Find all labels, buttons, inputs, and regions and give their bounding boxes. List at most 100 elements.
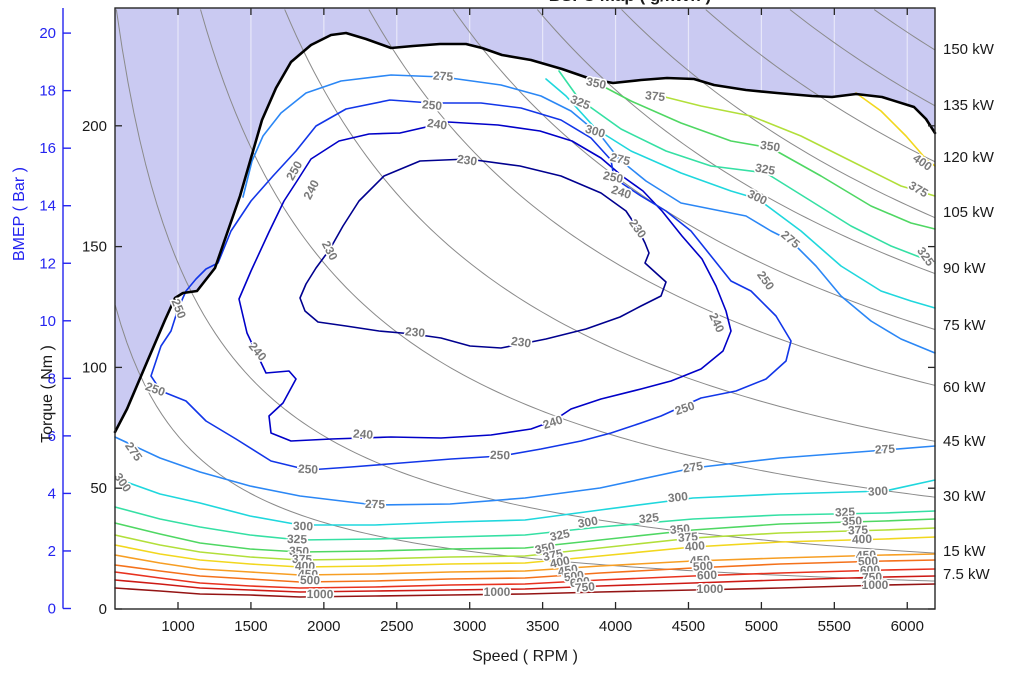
x-tick-label: 2500 — [380, 618, 413, 635]
power-line-60kw — [368, 9, 936, 386]
power-label-7.5kw: 7.5 kW — [943, 566, 991, 583]
contour-label-600: 600 — [860, 563, 881, 578]
contour-label-375: 375 — [292, 552, 313, 567]
power-line-135kw — [789, 9, 936, 107]
max-torque-envelope — [113, 31, 937, 434]
plot-border — [114, 7, 936, 610]
power-line-105kw — [621, 9, 936, 219]
contour-label-275: 275 — [122, 439, 145, 464]
contour-line-240 — [238, 121, 732, 442]
contour-line-375 — [114, 527, 936, 561]
contour-label-500: 500 — [858, 554, 879, 569]
contour-label-350: 350 — [289, 544, 310, 559]
contour-label-300: 300 — [584, 122, 607, 141]
contour-label-275: 275 — [365, 497, 386, 512]
power-line-75kw — [452, 9, 936, 330]
contour-label-240: 240 — [706, 311, 727, 335]
contour-line-600 — [114, 568, 936, 589]
contour-label-250: 250 — [602, 168, 625, 186]
contour-label-750: 750 — [862, 570, 883, 585]
contour-label-500: 500 — [300, 573, 321, 588]
contour-label-250: 250 — [143, 379, 167, 399]
power-label-60kw: 60 kW — [943, 379, 986, 396]
contour-line-300 — [114, 477, 936, 526]
contour-label-325: 325 — [287, 532, 308, 547]
power-line-45kw — [284, 9, 936, 442]
power-label-45kw: 45 kW — [943, 433, 986, 450]
contour-label-325: 325 — [835, 505, 856, 520]
contour-line-400 — [855, 92, 936, 167]
x-tick-label: 2000 — [307, 618, 340, 635]
bmep-tick-label: 6 — [48, 428, 56, 445]
power-line-150kw — [874, 9, 936, 51]
chart-title-text: BSFC map ( g/kWh ) — [330, 0, 930, 6]
contour-label-250: 250 — [490, 448, 511, 463]
power-label-15kw: 15 kW — [943, 543, 986, 560]
contour-line-325 — [114, 506, 936, 541]
bmep-tick-label: 2 — [48, 543, 56, 560]
torque-tick-label: 150 — [82, 239, 107, 256]
x-tick-label: 6000 — [891, 618, 924, 635]
masked-region — [115, 8, 935, 432]
contour-label-450: 450 — [298, 567, 319, 582]
x-tick-label: 3500 — [526, 618, 559, 635]
contour-line-450 — [114, 553, 936, 576]
chart-title-clipped: BSFC map ( g/kWh ) — [330, 0, 930, 8]
contour-line-375 — [648, 92, 936, 197]
bmep-tick-label: 12 — [39, 255, 56, 272]
contour-line-325 — [558, 70, 936, 264]
contour-label-1000: 1000 — [862, 578, 889, 592]
contour-label-230: 230 — [626, 216, 649, 241]
torque-axis-title: Torque ( Nm ) — [39, 345, 56, 443]
contour-label-325: 325 — [914, 244, 937, 269]
torque-tick-label: 100 — [82, 359, 107, 376]
x-tick-label: 5000 — [745, 618, 778, 635]
contour-line-350 — [592, 80, 936, 230]
contour-label-400: 400 — [549, 553, 572, 571]
bmep-axis-title: BMEP ( Bar ) — [11, 167, 28, 261]
bmep-tick-label: 4 — [48, 485, 56, 502]
power-line-15kw — [115, 9, 936, 554]
bmep-tick-label: 8 — [48, 370, 56, 387]
contour-label-350: 350 — [585, 74, 608, 92]
contour-label-375: 375 — [848, 523, 869, 538]
contour-label-230: 230 — [404, 324, 425, 340]
contour-label-350: 350 — [669, 521, 690, 537]
contour-label-300: 300 — [667, 489, 689, 505]
contour-label-450: 450 — [690, 553, 711, 568]
contour-label-240: 240 — [246, 339, 270, 364]
contour-label-750: 750 — [574, 579, 595, 594]
contour-label-350: 350 — [759, 138, 781, 155]
contour-line-1000 — [114, 583, 936, 598]
power-label-105kw: 105 kW — [943, 204, 995, 221]
bmep-tick-label: 10 — [39, 313, 56, 330]
contour-label-240: 240 — [353, 426, 374, 441]
torque-tick-label: 0 — [99, 601, 107, 618]
contour-label-250: 250 — [421, 97, 442, 113]
contour-label-375: 375 — [906, 178, 931, 200]
contour-label-400: 400 — [684, 538, 705, 553]
contour-label-1000: 1000 — [307, 587, 334, 601]
bmep-tick-label: 20 — [39, 25, 56, 42]
contour-label-500: 500 — [563, 568, 585, 585]
contour-line-275 — [242, 74, 936, 354]
contour-line-250 — [150, 99, 792, 471]
contour-label-325: 325 — [754, 161, 776, 178]
contour-label-400: 400 — [910, 151, 935, 174]
x-tick-label: 1500 — [234, 618, 267, 635]
x-tick-label: 4000 — [599, 618, 632, 635]
contour-label-400: 400 — [852, 532, 873, 547]
contour-label-375: 375 — [677, 529, 698, 544]
contour-label-250: 250 — [169, 297, 190, 321]
contour-line-350 — [114, 518, 936, 553]
contour-label-350: 350 — [842, 514, 863, 529]
contour-line-750 — [114, 575, 936, 593]
contour-label-450: 450 — [557, 561, 579, 578]
power-label-135kw: 135 kW — [943, 97, 995, 114]
contour-label-240: 240 — [426, 116, 448, 133]
x-tick-label: 5500 — [818, 618, 851, 635]
x-tick-label: 1000 — [161, 618, 194, 635]
contour-label-240: 240 — [300, 177, 322, 201]
contour-label-325: 325 — [638, 510, 660, 526]
